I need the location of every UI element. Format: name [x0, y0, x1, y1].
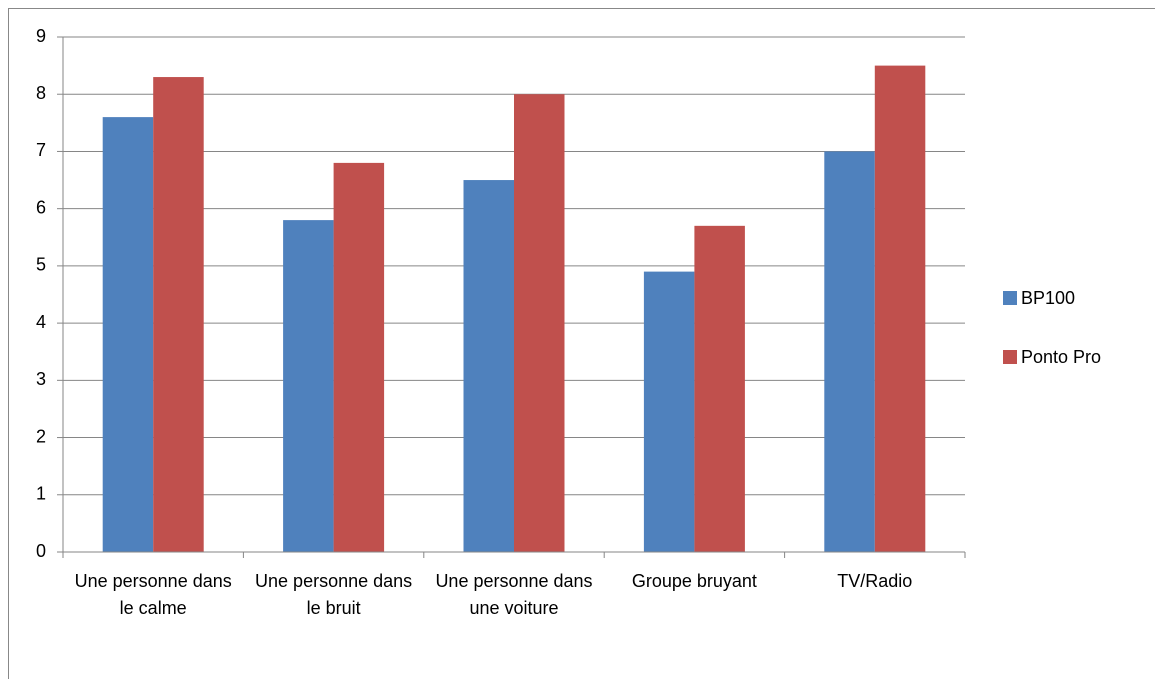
- legend-swatch: [1003, 350, 1017, 364]
- legend-swatch: [1003, 291, 1017, 305]
- bar: [283, 220, 334, 552]
- y-tick-label: 4: [36, 312, 46, 332]
- bar: [643, 271, 695, 552]
- bar: [514, 94, 565, 552]
- x-tick-label: Une personne dans une voiture: [435, 571, 593, 618]
- x-tick-label: Une personne dans le bruit: [255, 571, 413, 618]
- y-tick-label: 1: [36, 484, 46, 504]
- bar: [824, 151, 875, 552]
- y-tick-label: 8: [36, 83, 46, 103]
- y-tick-label: 9: [36, 26, 46, 46]
- y-tick-label: 5: [36, 255, 46, 275]
- x-tick-label: Groupe bruyant: [631, 571, 757, 591]
- legend-label: BP100: [1021, 288, 1075, 308]
- bar: [102, 117, 154, 552]
- bar: [153, 77, 204, 553]
- chart-border: [8, 8, 1155, 679]
- y-tick-label: 3: [36, 369, 46, 389]
- bar: [694, 225, 745, 553]
- y-tick-label: 0: [36, 541, 46, 561]
- bar: [463, 180, 514, 553]
- bar: [333, 162, 385, 552]
- x-tick-label: Une personne dans le calme: [74, 571, 232, 618]
- legend-label: Ponto Pro: [1021, 347, 1101, 367]
- y-tick-label: 6: [36, 197, 46, 217]
- y-tick-label: 2: [36, 426, 46, 446]
- x-tick-label: TV/Radio: [837, 571, 913, 591]
- y-tick-label: 7: [36, 140, 46, 160]
- bar: [874, 65, 926, 552]
